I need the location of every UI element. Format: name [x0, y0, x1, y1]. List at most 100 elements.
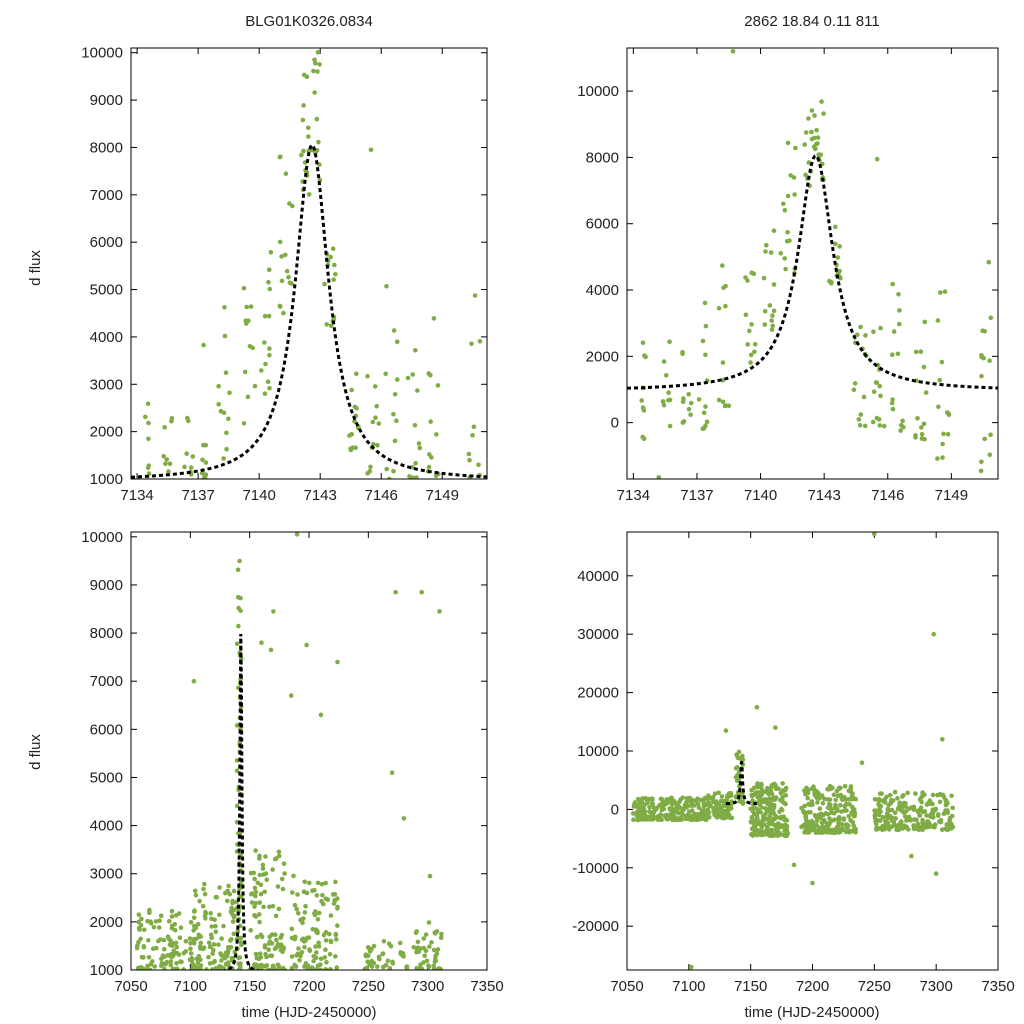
data-point [817, 806, 823, 811]
data-point [743, 275, 748, 280]
data-point [369, 964, 375, 969]
data-point [183, 939, 189, 944]
data-point [210, 951, 215, 956]
data-point [316, 940, 321, 946]
data-point [986, 259, 992, 265]
data-point [161, 937, 167, 943]
data-point [318, 962, 323, 967]
data-point [835, 793, 841, 798]
data-point [680, 795, 686, 800]
data-point [327, 952, 333, 957]
data-point [263, 871, 269, 876]
data-point [432, 930, 438, 935]
data-point [323, 880, 329, 886]
data-point [165, 934, 171, 939]
data-point [239, 942, 244, 948]
xtick-label: 7300 [411, 978, 444, 995]
data-point [909, 853, 914, 859]
data-point [821, 111, 826, 116]
data-point [381, 939, 387, 944]
data-point [235, 567, 241, 573]
data-point [260, 963, 266, 969]
data-point [178, 925, 184, 930]
data-point [354, 406, 359, 411]
data-point [413, 930, 419, 936]
ytick-label: 9000 [90, 92, 123, 109]
data-point [206, 954, 211, 960]
data-point [306, 148, 312, 154]
data-point [404, 967, 410, 970]
data-point [812, 135, 817, 141]
data-point [236, 623, 241, 629]
ytick-label: 6000 [586, 216, 619, 233]
data-point [315, 69, 320, 74]
data-point [306, 880, 312, 886]
data-point [982, 328, 987, 334]
data-point [413, 461, 418, 466]
data-point [752, 349, 757, 355]
data-point [900, 418, 905, 424]
data-point [243, 318, 249, 324]
data-point [204, 967, 209, 970]
data-point [666, 390, 671, 396]
ylabel-bottom-left: d flux [27, 734, 44, 770]
data-point [783, 793, 789, 798]
data-point [712, 791, 718, 796]
data-point [380, 951, 385, 957]
data-point [282, 871, 287, 876]
ytick-label: 10000 [577, 743, 619, 760]
data-point [680, 420, 686, 425]
data-point [177, 935, 183, 940]
data-point [639, 810, 644, 815]
data-point [785, 140, 791, 146]
ytick-label: 10000 [81, 529, 123, 546]
data-point [711, 805, 716, 811]
data-point [761, 275, 767, 281]
data-point [773, 813, 779, 819]
data-point [174, 944, 179, 950]
data-point [283, 252, 288, 258]
data-point [221, 456, 226, 461]
data-point [705, 797, 711, 802]
data-point [257, 912, 262, 917]
data-point [376, 421, 382, 426]
data-point [253, 964, 259, 969]
data-point [428, 419, 434, 424]
data-point [749, 792, 754, 798]
data-point [813, 146, 818, 151]
data-points [143, 50, 483, 479]
data-point [405, 375, 411, 381]
data-point [410, 475, 416, 479]
data-point [311, 68, 316, 74]
data-point [315, 880, 321, 886]
data-point [192, 966, 197, 970]
data-point [759, 785, 764, 790]
data-point [400, 952, 406, 958]
data-point [846, 814, 851, 819]
data-point [858, 412, 864, 417]
data-point [299, 152, 304, 158]
data-point [946, 412, 952, 418]
data-point [302, 944, 307, 950]
data-point [226, 883, 231, 889]
data-point [814, 818, 820, 823]
data-point [765, 807, 771, 813]
data-point [427, 944, 432, 949]
data-point [753, 827, 759, 832]
data-point [762, 322, 768, 327]
data-point [782, 828, 787, 834]
data-point [889, 807, 895, 813]
data-point [895, 351, 901, 357]
data-point [900, 826, 905, 831]
data-point [689, 808, 695, 813]
data-point [667, 397, 673, 403]
data-point [876, 797, 882, 802]
data-point [315, 917, 321, 922]
data-point [294, 532, 300, 537]
data-point [193, 892, 199, 898]
data-point [401, 816, 407, 821]
data-point [803, 814, 808, 820]
data-point [856, 417, 862, 422]
data-point [664, 816, 669, 822]
data-point [719, 794, 725, 799]
